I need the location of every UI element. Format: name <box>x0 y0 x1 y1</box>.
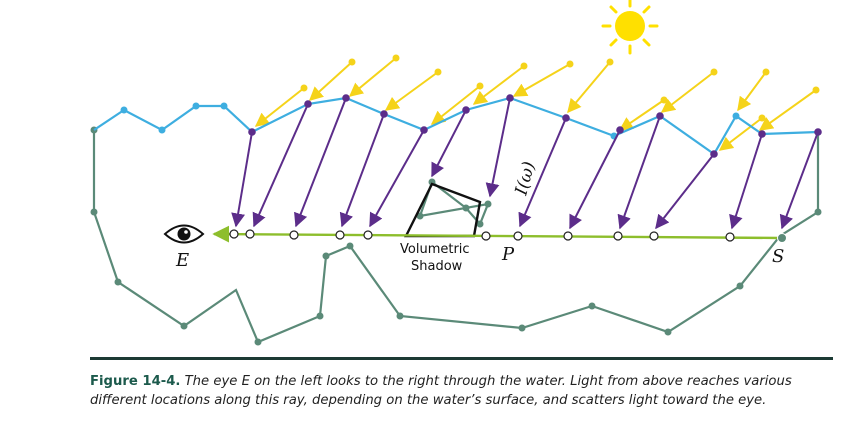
view-ray <box>212 225 783 243</box>
endpoint-s <box>777 233 787 243</box>
label-e: E <box>175 250 189 271</box>
caption-divider <box>90 357 833 360</box>
terrain-vertices <box>90 126 822 346</box>
label-s: S <box>772 246 784 267</box>
caption-text: The eye E on the left looks to the right… <box>90 374 792 408</box>
figure-number: Figure 14-4. <box>90 374 181 389</box>
figure-caption: Figure 14-4. The eye E on the left looks… <box>90 372 830 410</box>
water-surface <box>93 96 819 156</box>
scatter-points <box>229 229 735 242</box>
eye-icon <box>163 224 205 244</box>
sunlight-rays <box>254 57 817 151</box>
sunlight-ray-origins <box>300 54 820 122</box>
volumetric-shadow-diagram: E P S I(ω) Volumetric Shadow <box>90 0 822 346</box>
occluder-object <box>416 178 492 228</box>
label-p: P <box>501 244 515 265</box>
shadow-label-line2: Shadow <box>411 259 463 274</box>
shadow-label-line1: Volumetric <box>400 242 470 257</box>
sun-icon <box>601 0 659 55</box>
refraction-points <box>248 94 822 158</box>
refracted-rays <box>231 97 819 230</box>
